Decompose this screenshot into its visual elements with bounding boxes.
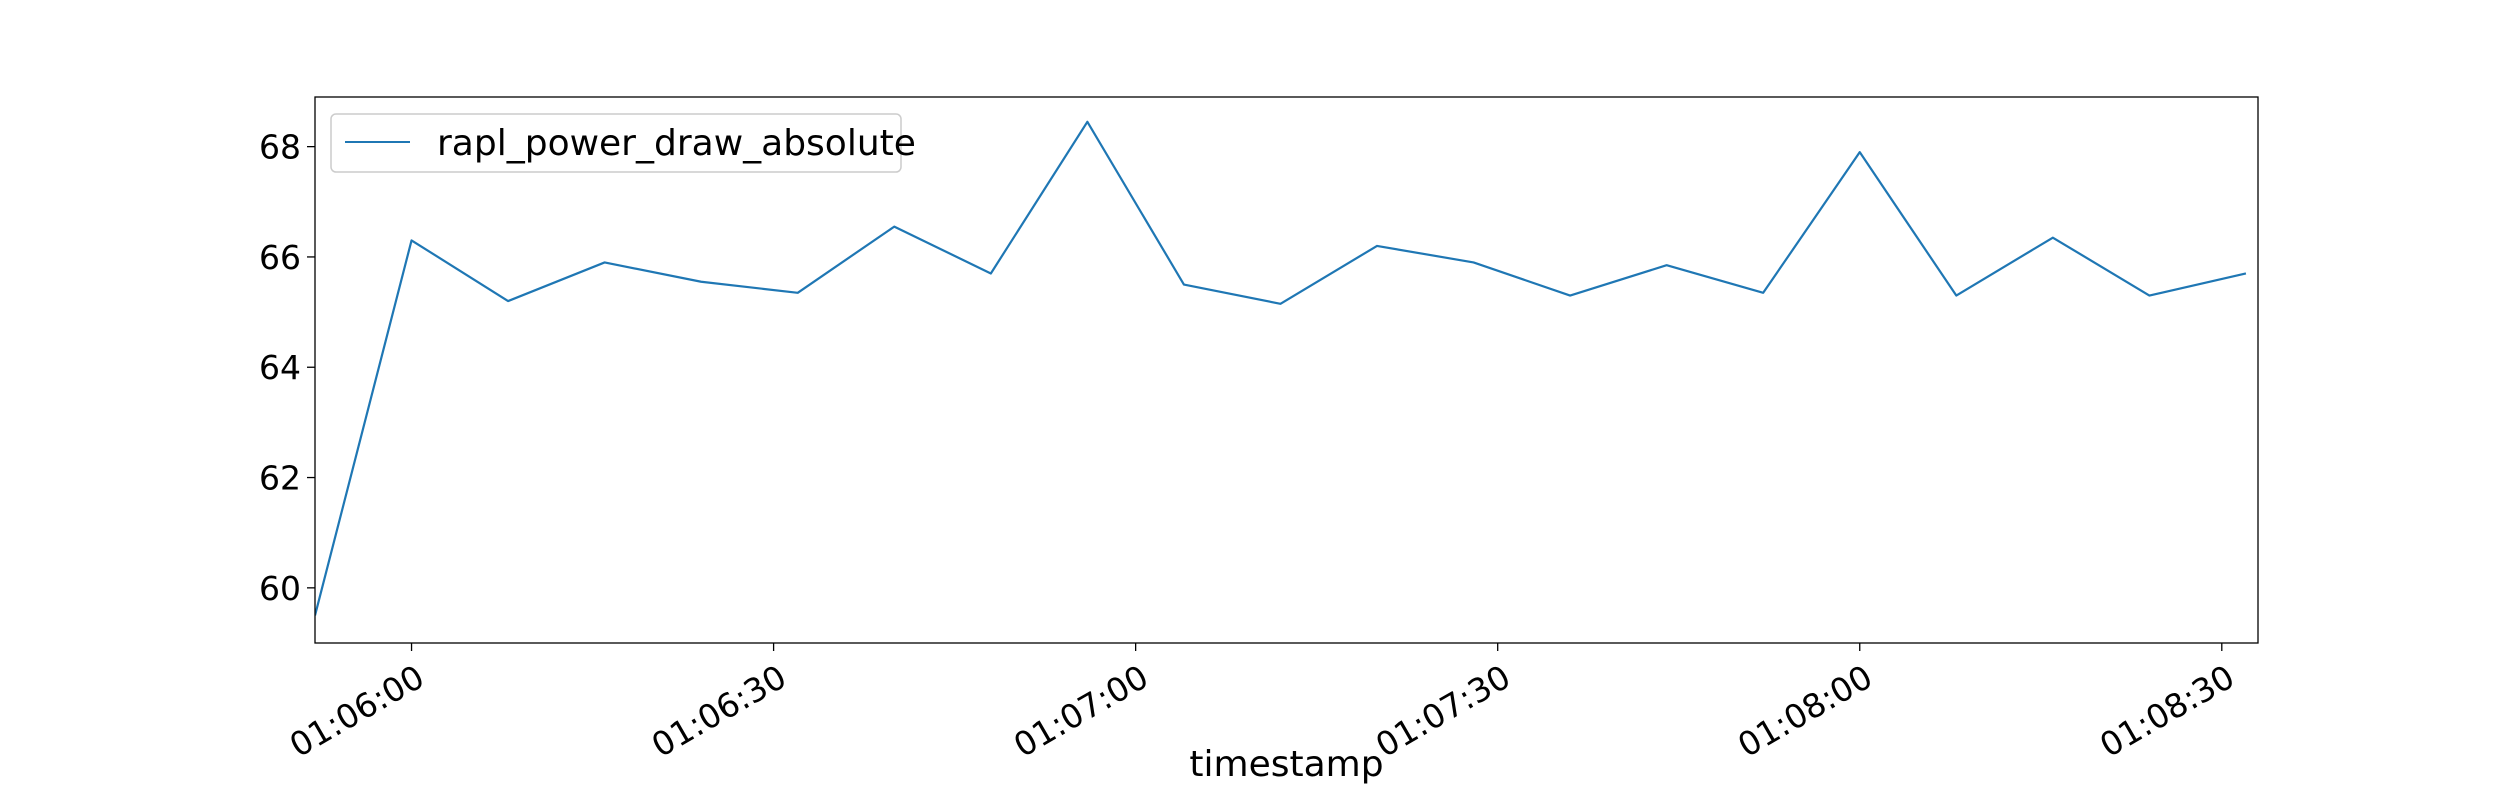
y-axis: 60 62 64 66 68: [259, 128, 315, 608]
plot-frame: [314, 96, 2259, 644]
y-tick-label: 60: [259, 569, 301, 608]
legend-label: rapl_power_draw_absolute: [437, 123, 916, 164]
y-tick-label: 68: [259, 128, 301, 167]
x-axis-title: timestamp: [1189, 744, 1383, 785]
y-tick-label: 64: [259, 348, 301, 387]
y-tick-label: 66: [259, 238, 301, 277]
series-line-0: [315, 120, 2247, 616]
legend-box: [330, 113, 902, 173]
y-tick-label: 62: [259, 459, 301, 498]
plot-marks: [315, 120, 2247, 616]
legend: rapl_power_draw_absolute: [330, 113, 916, 173]
